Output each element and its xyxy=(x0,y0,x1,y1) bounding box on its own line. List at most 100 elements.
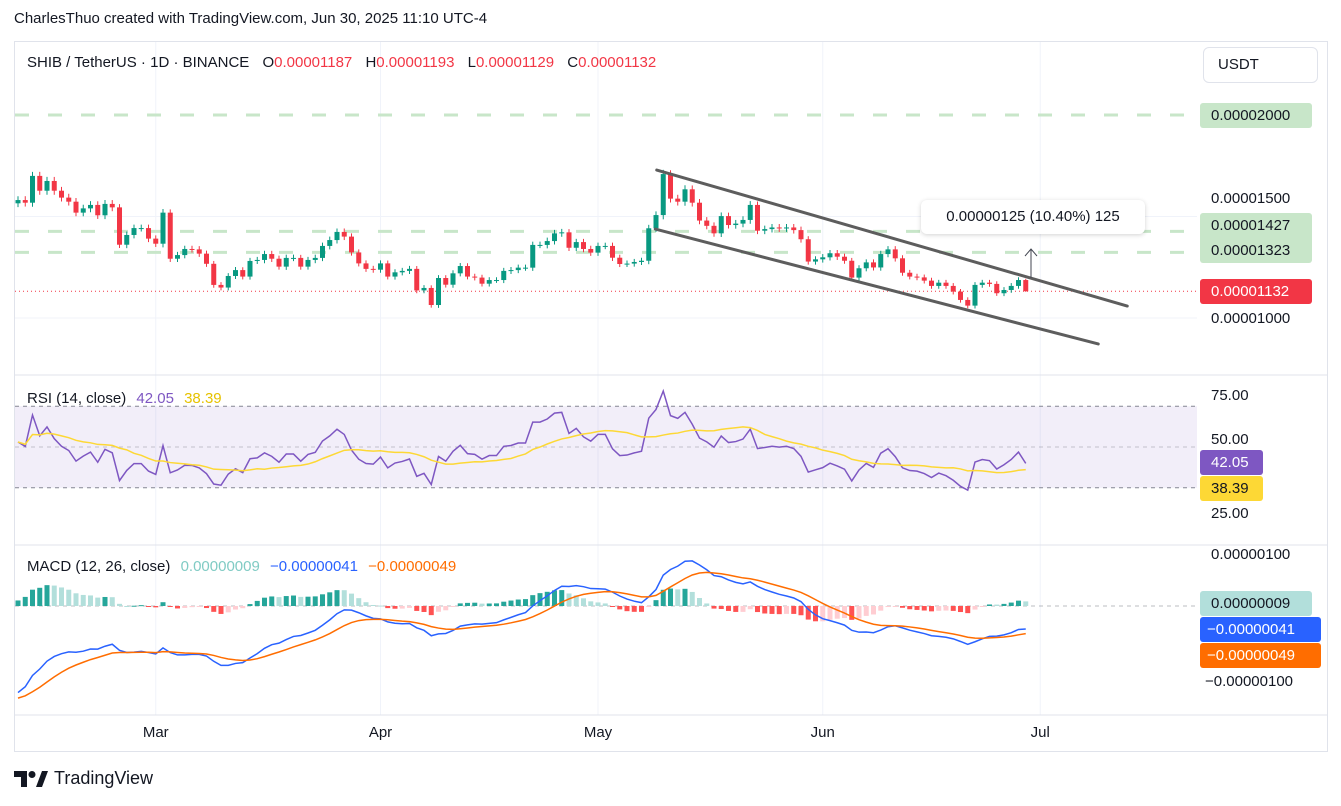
tradingview-logo-icon xyxy=(14,770,48,787)
candle xyxy=(602,242,608,250)
candle xyxy=(291,254,296,262)
level-badge: 0.00001427 xyxy=(1200,213,1312,238)
candle xyxy=(624,260,630,268)
candle-body xyxy=(639,260,644,262)
candle xyxy=(900,255,905,276)
candle-body xyxy=(247,260,253,277)
candle-body xyxy=(363,263,369,269)
macd-histogram-bar xyxy=(892,606,898,607)
macd-signal-badge: −0.00000049 xyxy=(1200,643,1321,668)
close-label: C xyxy=(567,54,579,71)
macd-histogram-bar xyxy=(805,606,811,620)
macd-histogram-bar xyxy=(479,603,485,606)
candle xyxy=(704,217,710,230)
macd-histogram-bar xyxy=(827,606,833,620)
candle xyxy=(733,219,739,229)
candle-body xyxy=(523,267,528,269)
candle-body xyxy=(421,287,427,291)
macd-histogram-bar xyxy=(907,606,913,610)
candle xyxy=(849,257,855,281)
candle-body xyxy=(682,189,688,202)
candle-body xyxy=(508,270,514,272)
candle xyxy=(407,265,412,274)
candle xyxy=(972,282,978,309)
candle-body xyxy=(581,242,586,249)
macd-histogram-bar xyxy=(30,589,35,606)
candle-body xyxy=(44,180,50,191)
time-axis-tick: Jul xyxy=(1030,724,1050,741)
candle xyxy=(385,260,391,280)
macd-histogram-bar xyxy=(414,606,420,611)
macd-badge: −0.00000041 xyxy=(1200,617,1321,642)
candle xyxy=(1023,278,1029,292)
candle xyxy=(936,279,942,289)
macd-histogram-bar xyxy=(298,596,304,606)
candle-body xyxy=(566,232,572,248)
macd-histogram-bar xyxy=(276,597,282,606)
candle-body xyxy=(929,280,934,286)
candle-body xyxy=(602,245,608,247)
candle-body xyxy=(885,249,891,255)
candle-body xyxy=(1016,280,1021,286)
price-axis-label: 0.00001500 xyxy=(1211,190,1291,207)
candle-body xyxy=(312,257,318,260)
macd-histogram-bar xyxy=(653,600,659,606)
candle xyxy=(283,254,289,270)
candle-body xyxy=(805,239,811,262)
candle xyxy=(218,282,224,291)
candle-body xyxy=(494,280,499,282)
candle-body xyxy=(392,272,398,277)
macd-histogram-bar xyxy=(44,585,50,606)
tradingview-logo[interactable]: TradingView xyxy=(14,768,153,789)
candle-body xyxy=(66,197,72,202)
candle xyxy=(109,200,115,212)
candle xyxy=(22,196,28,207)
candle xyxy=(138,224,144,232)
candle-body xyxy=(646,228,652,261)
candle xyxy=(711,222,717,237)
candle xyxy=(508,267,514,274)
macd-histogram-bar xyxy=(117,603,122,606)
candle-body xyxy=(349,236,354,253)
macd-histogram-bar xyxy=(762,606,768,614)
rsi-legend[interactable]: RSI (14, close) 42.05 38.39 xyxy=(27,390,222,407)
currency-button[interactable]: USDT xyxy=(1203,47,1318,83)
candle xyxy=(486,277,492,287)
candle-body xyxy=(827,253,833,258)
symbol-legend[interactable]: SHIB / TetherUS · 1D · BINANCE O0.000011… xyxy=(27,54,665,71)
candle-body xyxy=(653,215,659,229)
candle xyxy=(834,249,840,260)
high-label: H xyxy=(365,54,377,71)
candle xyxy=(501,267,507,284)
macd-histogram-bar xyxy=(581,598,586,606)
macd-histogram-bar xyxy=(552,590,557,606)
close-value: 0.00001132 xyxy=(578,54,657,71)
candle xyxy=(305,256,311,270)
macd-histogram-bar xyxy=(602,603,608,606)
macd-line xyxy=(17,560,1026,694)
candle xyxy=(334,228,340,244)
candle-body xyxy=(624,263,630,265)
candle-body xyxy=(167,212,173,259)
candle xyxy=(530,241,536,271)
rsi-value: 42.05 xyxy=(136,390,174,407)
candle xyxy=(392,269,398,280)
candle-body xyxy=(972,284,978,306)
candle-body xyxy=(291,257,296,259)
macd-histogram-bar xyxy=(15,600,21,606)
macd-histogram-bar xyxy=(341,590,347,606)
macd-histogram-bar xyxy=(291,595,296,606)
candle xyxy=(356,249,362,267)
macd-legend[interactable]: MACD (12, 26, close) 0.00000009 −0.00000… xyxy=(27,558,456,575)
candle xyxy=(871,259,876,271)
candle xyxy=(863,259,869,272)
rsi-pane xyxy=(15,388,1197,492)
macd-histogram-bar xyxy=(697,598,702,606)
candle xyxy=(784,224,789,232)
macd-histogram-bar xyxy=(900,606,905,608)
macd-histogram-bar xyxy=(863,606,869,616)
candle-body xyxy=(204,253,209,264)
candle-body xyxy=(900,258,905,273)
candle xyxy=(878,250,884,271)
